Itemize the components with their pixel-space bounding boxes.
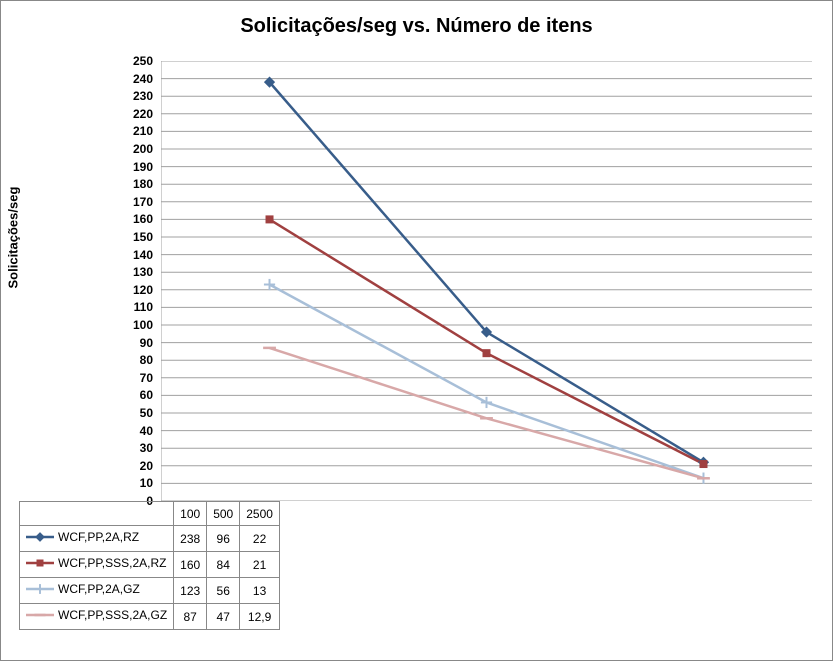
plot-area — [161, 61, 812, 501]
table-cell: 12,9 — [240, 604, 280, 630]
legend-label: WCF,PP,SSS,2A,GZ — [58, 608, 167, 622]
y-tick-label: 130 — [113, 265, 153, 279]
y-tick-label: 90 — [113, 336, 153, 350]
table-row: WCF,PP,2A,RZ 2389622 — [20, 526, 280, 552]
y-tick-label: 50 — [113, 406, 153, 420]
y-tick-label: 70 — [113, 371, 153, 385]
y-tick-label: 40 — [113, 424, 153, 438]
table-header-cell: 100 — [174, 502, 207, 526]
table-cell: 21 — [240, 552, 280, 578]
y-tick-label: 210 — [113, 124, 153, 138]
legend-label: WCF,PP,2A,RZ — [58, 530, 139, 544]
table-row: WCF,PP,SSS,2A,GZ 874712,9 — [20, 604, 280, 630]
y-tick-label: 30 — [113, 441, 153, 455]
y-tick-label: 240 — [113, 72, 153, 86]
table-cell: 47 — [207, 604, 240, 630]
legend-cell: WCF,PP,SSS,2A,GZ — [20, 604, 174, 630]
table-cell: 96 — [207, 526, 240, 552]
y-tick-label: 160 — [113, 212, 153, 226]
chart-title: Solicitações/seg vs. Número de itens — [1, 1, 832, 46]
table-row: WCF,PP,2A,GZ 1235613 — [20, 578, 280, 604]
legend-swatch — [26, 556, 54, 570]
table-cell: 87 — [174, 604, 207, 630]
legend-cell: WCF,PP,2A,RZ — [20, 526, 174, 552]
table-cell: 160 — [174, 552, 207, 578]
table-cell: 84 — [207, 552, 240, 578]
table-cell: 123 — [174, 578, 207, 604]
y-tick-label: 140 — [113, 248, 153, 262]
y-axis-ticks: 0102030405060708090100110120130140150160… — [111, 61, 161, 501]
y-tick-label: 80 — [113, 353, 153, 367]
legend-label: WCF,PP,SSS,2A,RZ — [58, 556, 166, 570]
chart-container: Solicitações/seg vs. Número de itens Sol… — [0, 0, 833, 661]
y-tick-label: 120 — [113, 283, 153, 297]
y-tick-label: 10 — [113, 476, 153, 490]
data-table: 1005002500WCF,PP,2A,RZ2389622WCF,PP,SSS,… — [19, 501, 280, 630]
y-tick-label: 230 — [113, 89, 153, 103]
table-cell: 13 — [240, 578, 280, 604]
legend-cell: WCF,PP,SSS,2A,RZ — [20, 552, 174, 578]
table-cell: 238 — [174, 526, 207, 552]
y-tick-label: 250 — [113, 54, 153, 68]
y-tick-label: 200 — [113, 142, 153, 156]
y-axis-label: Solicitações/seg — [6, 187, 21, 289]
chart-svg — [161, 61, 812, 501]
legend-swatch — [26, 608, 54, 622]
y-tick-label: 110 — [113, 300, 153, 314]
y-tick-label: 100 — [113, 318, 153, 332]
legend-swatch — [26, 582, 54, 596]
legend-swatch — [26, 530, 54, 544]
table-header-cell: 2500 — [240, 502, 280, 526]
y-tick-label: 170 — [113, 195, 153, 209]
y-tick-label: 150 — [113, 230, 153, 244]
legend-label: WCF,PP,2A,GZ — [58, 582, 140, 596]
table-header-row: 1005002500 — [20, 502, 280, 526]
table-cell: 56 — [207, 578, 240, 604]
y-tick-label: 20 — [113, 459, 153, 473]
y-tick-label: 180 — [113, 177, 153, 191]
table-header-cell: 500 — [207, 502, 240, 526]
legend-cell: WCF,PP,2A,GZ — [20, 578, 174, 604]
y-tick-label: 190 — [113, 160, 153, 174]
y-tick-label: 220 — [113, 107, 153, 121]
table-cell: 22 — [240, 526, 280, 552]
y-tick-label: 60 — [113, 388, 153, 402]
table-row: WCF,PP,SSS,2A,RZ 1608421 — [20, 552, 280, 578]
table-header-blank — [20, 502, 174, 526]
